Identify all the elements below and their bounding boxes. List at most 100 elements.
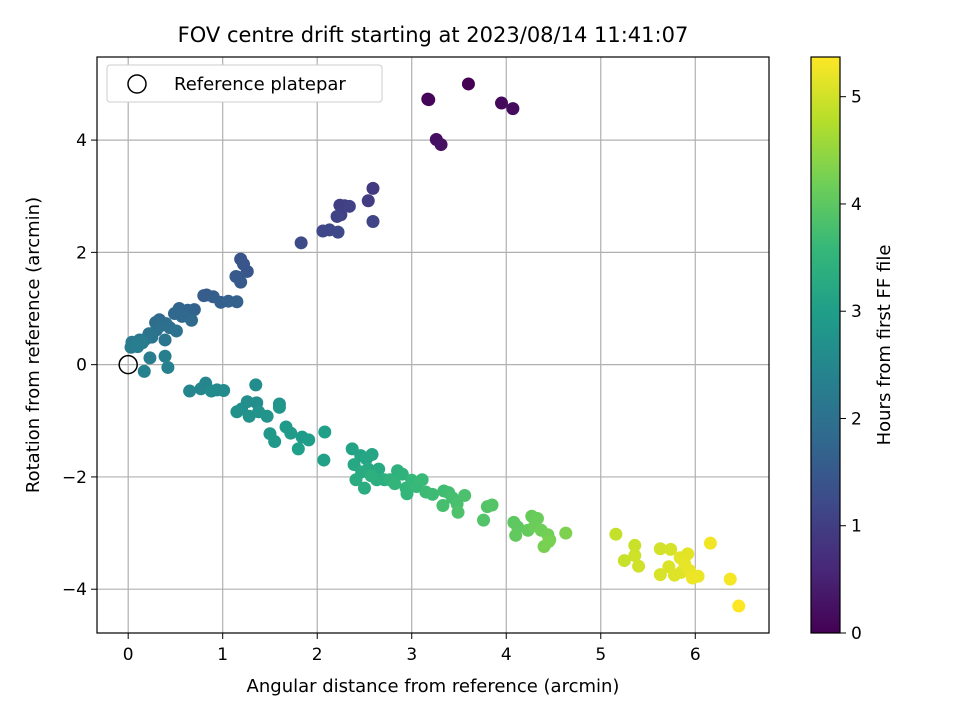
- x-tick-label: 6: [690, 645, 701, 665]
- data-point: [331, 225, 345, 239]
- legend: Reference platepar: [106, 64, 383, 103]
- x-tick-label: 4: [501, 645, 512, 665]
- data-point: [204, 384, 218, 398]
- data-point: [183, 384, 197, 398]
- colorbar-tick-label: 0: [851, 624, 862, 644]
- data-point: [349, 473, 363, 487]
- data-point: [268, 435, 282, 449]
- data-point: [395, 467, 409, 481]
- data-point: [366, 214, 380, 228]
- data-point: [703, 536, 717, 550]
- data-point: [359, 452, 373, 466]
- data-point: [272, 400, 286, 414]
- data-point: [388, 477, 402, 491]
- y-tick-label: −4: [62, 580, 87, 600]
- data-point: [158, 333, 172, 347]
- data-point: [361, 194, 375, 208]
- data-point: [197, 289, 211, 303]
- data-point: [317, 453, 331, 467]
- x-tick-label: 1: [217, 645, 228, 665]
- x-tick-label: 5: [595, 645, 606, 665]
- data-point: [364, 469, 378, 483]
- x-tick-label: 0: [123, 645, 134, 665]
- colorbar-tick-label: 2: [851, 409, 862, 429]
- data-point: [559, 526, 573, 540]
- data-point: [461, 77, 475, 91]
- legend-box: [106, 64, 383, 103]
- data-point: [194, 382, 208, 396]
- data-point: [426, 487, 440, 501]
- data-point: [477, 513, 491, 527]
- data-point: [509, 528, 523, 542]
- data-point: [415, 473, 429, 487]
- data-point: [185, 313, 199, 327]
- legend-entry-reference: Reference platepar: [174, 74, 346, 95]
- data-point: [230, 405, 244, 419]
- data-point: [342, 199, 356, 213]
- data-point: [485, 498, 499, 512]
- data-point: [732, 599, 746, 613]
- data-point: [131, 340, 145, 354]
- data-point: [318, 425, 332, 439]
- colorbar-tick-label: 4: [851, 195, 862, 215]
- data-point: [330, 209, 344, 223]
- chart-title: FOV centre drift starting at 2023/08/14 …: [178, 23, 689, 47]
- y-tick-label: 2: [76, 243, 87, 263]
- data-point: [400, 487, 414, 501]
- colorbar-bar: [810, 56, 841, 634]
- plot-area: 0 1 2 3 4 5 6 −4 −2 0 2 4: [62, 56, 770, 665]
- data-point: [653, 542, 667, 556]
- plot-frame: [96, 56, 770, 634]
- colorbar: 0 1 2 3 4 5: [810, 56, 862, 644]
- data-point: [161, 360, 175, 374]
- data-point: [451, 505, 465, 519]
- data-point: [240, 264, 254, 278]
- data-point: [143, 351, 157, 365]
- data-point: [217, 383, 231, 397]
- legend-marker-reference: [127, 74, 147, 94]
- x-tick-label: 3: [406, 645, 417, 665]
- reference-platepar-marker: [118, 354, 138, 375]
- data-point: [495, 96, 509, 110]
- colorbar-tick-label: 5: [851, 88, 862, 108]
- data-point: [617, 554, 631, 568]
- data-point: [685, 571, 699, 585]
- data-point: [169, 324, 183, 338]
- data-point: [366, 181, 380, 195]
- data-point: [436, 499, 450, 513]
- data-point: [294, 236, 308, 250]
- data-point: [653, 568, 667, 582]
- x-tick-label: 2: [312, 645, 323, 665]
- data-point: [628, 538, 642, 552]
- colorbar-label: Hours from first FF file: [874, 245, 895, 446]
- data-point: [628, 549, 642, 563]
- data-point: [291, 442, 305, 456]
- colorbar-tick-label: 3: [851, 302, 862, 322]
- x-axis-label: Angular distance from reference (arcmin): [247, 676, 620, 697]
- data-point: [260, 409, 274, 423]
- y-tick-label: −2: [62, 468, 87, 488]
- data-point: [506, 102, 520, 116]
- data-point: [230, 295, 244, 309]
- data-point: [609, 527, 623, 541]
- data-point: [357, 481, 371, 495]
- data-point: [333, 198, 347, 212]
- y-tick-label: 0: [76, 356, 87, 376]
- data-point: [422, 93, 436, 107]
- data-point: [723, 572, 737, 586]
- data-point: [434, 138, 448, 152]
- data-point: [158, 349, 172, 363]
- data-point: [632, 559, 646, 573]
- data-point: [302, 433, 316, 447]
- data-point: [542, 534, 556, 548]
- y-tick-label: 4: [76, 131, 87, 151]
- data-point: [664, 542, 678, 556]
- y-axis-label: Rotation from reference (arcmin): [23, 197, 44, 493]
- data-point: [249, 378, 263, 392]
- data-point: [137, 364, 151, 378]
- data-point: [234, 275, 248, 289]
- data-point: [284, 426, 298, 440]
- data-point: [681, 547, 695, 561]
- data-point: [458, 488, 472, 502]
